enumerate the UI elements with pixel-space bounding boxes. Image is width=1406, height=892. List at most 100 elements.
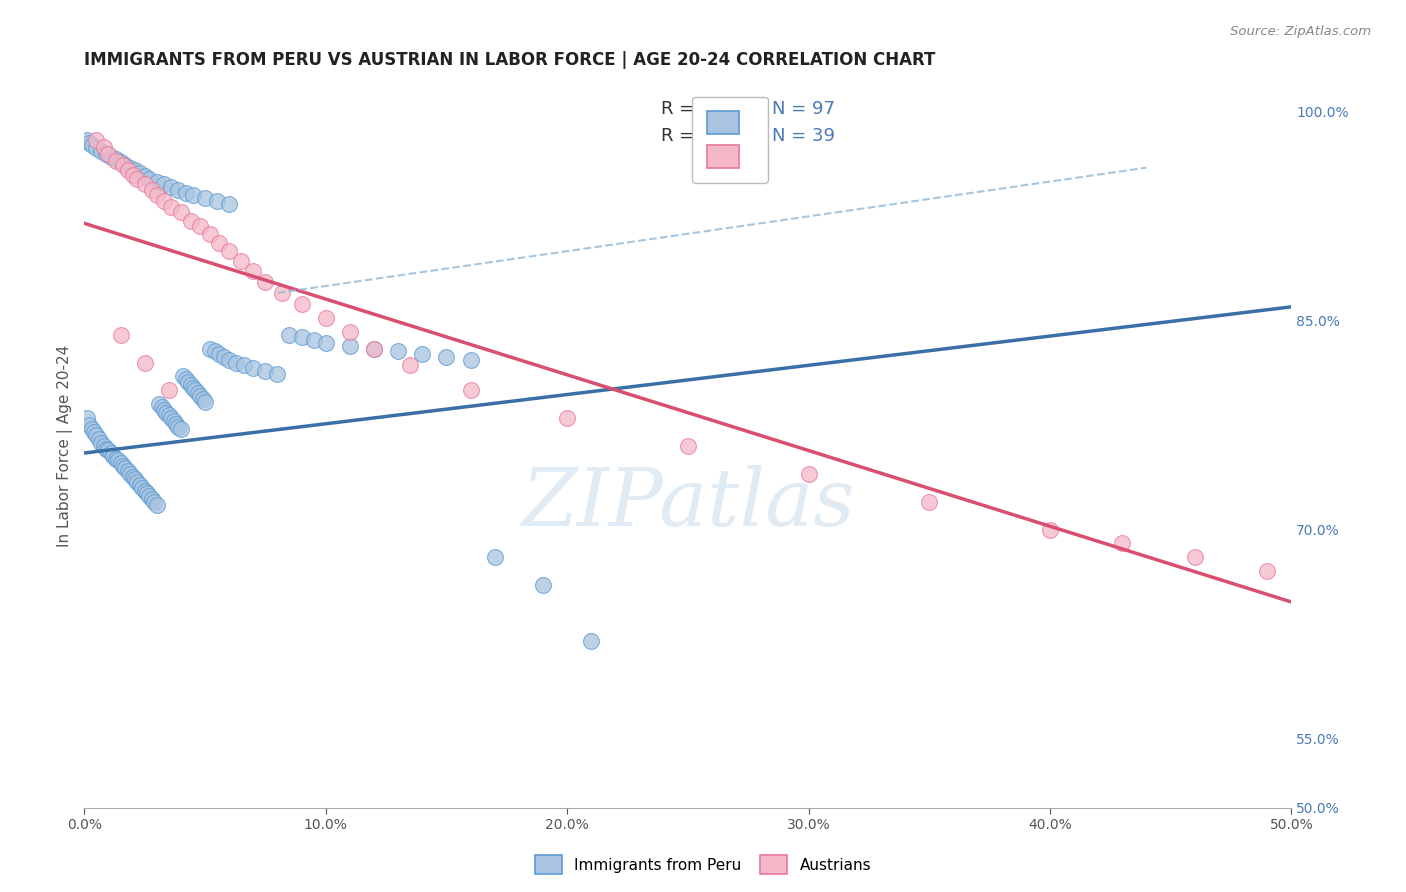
Point (87, 432, 110, 446)
Point (76, 411, 98, 425)
Point (232, 359, 254, 373)
Point (204, 344, 226, 359)
Point (134, 178, 156, 192)
Point (278, 327, 301, 342)
Point (143, 494, 166, 508)
Point (198, 342, 221, 356)
Point (124, 473, 146, 487)
Point (136, 486, 159, 500)
Point (141, 491, 163, 506)
Point (411, 347, 433, 361)
Point (218, 197, 240, 211)
Point (194, 191, 217, 205)
Point (90, 144, 112, 158)
Point (111, 158, 134, 172)
Point (191, 392, 214, 406)
Point (918, 494, 941, 508)
Text: R =: R = (661, 101, 695, 119)
Point (387, 344, 409, 359)
Point (107, 453, 129, 467)
Text: N = 39: N = 39 (772, 128, 835, 145)
Point (290, 297, 312, 311)
Point (104, 153, 127, 168)
Point (676, 439, 699, 453)
Point (153, 402, 176, 417)
Point (121, 469, 143, 483)
Point (1184, 550, 1206, 565)
Point (179, 377, 201, 392)
Point (1111, 536, 1133, 550)
Point (100, 446, 122, 460)
Point (120, 161, 142, 175)
Point (138, 489, 160, 503)
Point (1039, 523, 1062, 537)
Point (167, 183, 190, 197)
Point (170, 205, 193, 219)
Point (184, 384, 207, 398)
Point (339, 339, 361, 353)
Point (77, 136, 100, 150)
Point (205, 194, 228, 208)
Text: ZIPatlas: ZIPatlas (522, 466, 855, 542)
Point (77, 418, 100, 433)
Point (218, 352, 240, 367)
Point (208, 235, 231, 250)
Point (134, 169, 156, 183)
Point (86, 133, 108, 147)
Point (290, 330, 312, 344)
Point (153, 178, 176, 192)
Point (179, 213, 201, 227)
Point (162, 414, 184, 428)
Point (134, 483, 156, 498)
Point (124, 163, 146, 178)
Text: Source: ZipAtlas.com: Source: ZipAtlas.com (1230, 25, 1371, 38)
Point (254, 364, 277, 378)
Point (103, 449, 125, 463)
Point (90, 436, 112, 450)
Point (145, 188, 167, 202)
Point (174, 372, 197, 386)
Point (121, 168, 143, 182)
Point (110, 456, 132, 470)
Point (127, 475, 149, 490)
Point (100, 149, 122, 163)
Point (160, 180, 183, 194)
Point (181, 188, 204, 202)
Point (266, 367, 288, 381)
Point (315, 336, 337, 351)
Point (188, 219, 211, 233)
Point (76, 133, 98, 147)
Point (148, 397, 170, 411)
Text: 0.231: 0.231 (700, 101, 751, 119)
Point (271, 285, 294, 300)
Point (484, 550, 506, 565)
Point (198, 227, 221, 242)
Point (110, 155, 132, 169)
Point (128, 478, 150, 492)
Text: IMMIGRANTS FROM PERU VS AUSTRIAN IN LABOR FORCE | AGE 20-24 CORRELATION CHART: IMMIGRANTS FROM PERU VS AUSTRIAN IN LABO… (84, 51, 935, 69)
Point (138, 171, 160, 186)
Point (104, 153, 127, 167)
Point (104, 451, 127, 466)
Point (165, 417, 187, 431)
Point (581, 634, 603, 648)
Point (155, 406, 177, 420)
Point (399, 359, 422, 373)
Point (150, 400, 173, 414)
Point (134, 355, 156, 369)
Legend: Immigrants from Peru, Austrians: Immigrants from Peru, Austrians (529, 849, 877, 880)
Point (363, 342, 385, 356)
Point (172, 369, 194, 384)
Point (114, 461, 136, 475)
Point (128, 166, 150, 180)
Point (531, 578, 554, 592)
Point (160, 411, 183, 425)
Point (231, 254, 253, 268)
Point (153, 194, 176, 208)
Point (80, 138, 103, 153)
Point (93, 140, 115, 154)
Point (181, 381, 204, 395)
Point (145, 498, 167, 512)
Point (94, 146, 117, 161)
Point (208, 347, 231, 361)
